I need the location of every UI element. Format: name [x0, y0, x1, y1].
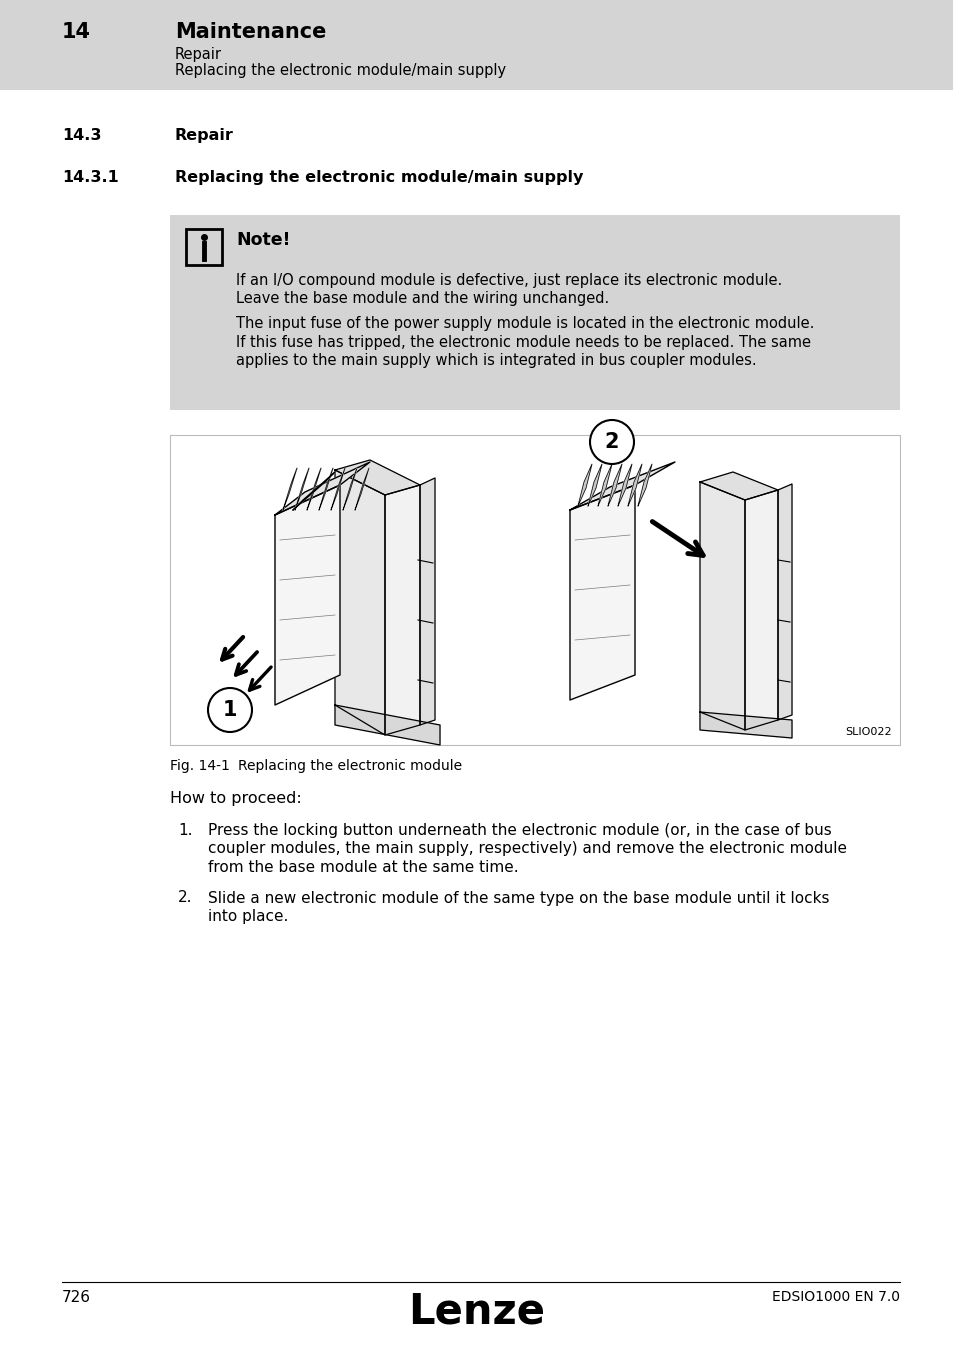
Polygon shape — [598, 464, 612, 506]
Polygon shape — [419, 478, 435, 725]
Polygon shape — [744, 490, 778, 730]
Text: applies to the main supply which is integrated in bus coupler modules.: applies to the main supply which is inte… — [235, 352, 756, 369]
Polygon shape — [578, 464, 592, 506]
Text: 14.3.1: 14.3.1 — [62, 170, 118, 185]
Text: 1.: 1. — [178, 824, 193, 838]
Polygon shape — [293, 472, 335, 510]
Circle shape — [589, 420, 634, 464]
Polygon shape — [335, 460, 419, 495]
Text: 726: 726 — [62, 1291, 91, 1305]
Polygon shape — [618, 464, 631, 506]
Text: Slide a new electronic module of the same type on the base module until it locks: Slide a new electronic module of the sam… — [208, 891, 828, 906]
Polygon shape — [607, 464, 621, 506]
Polygon shape — [343, 468, 356, 510]
Polygon shape — [318, 468, 333, 510]
Polygon shape — [294, 468, 309, 510]
Polygon shape — [283, 468, 296, 510]
Text: 14: 14 — [62, 22, 91, 42]
Text: Repair: Repair — [174, 128, 233, 143]
Polygon shape — [569, 462, 675, 510]
Polygon shape — [587, 464, 601, 506]
Text: Replacing the electronic module/main supply: Replacing the electronic module/main sup… — [174, 170, 583, 185]
Polygon shape — [700, 711, 791, 738]
Bar — [186, 230, 222, 265]
Polygon shape — [385, 485, 419, 734]
Text: Repair: Repair — [174, 47, 222, 62]
Text: Maintenance: Maintenance — [174, 22, 326, 42]
Polygon shape — [274, 462, 370, 514]
Polygon shape — [627, 464, 641, 506]
Text: Fig. 14-1: Fig. 14-1 — [170, 759, 230, 774]
Polygon shape — [335, 705, 439, 745]
Text: The input fuse of the power supply module is located in the electronic module.: The input fuse of the power supply modul… — [235, 316, 814, 331]
Polygon shape — [700, 472, 778, 499]
Text: 2: 2 — [604, 432, 618, 452]
Bar — [170, 435, 899, 745]
Polygon shape — [331, 468, 345, 510]
Text: 1: 1 — [222, 701, 237, 720]
Text: Leave the base module and the wiring unchanged.: Leave the base module and the wiring unc… — [235, 292, 609, 306]
Text: Press the locking button underneath the electronic module (or, in the case of bu: Press the locking button underneath the … — [208, 824, 831, 838]
Polygon shape — [355, 468, 369, 510]
Text: from the base module at the same time.: from the base module at the same time. — [208, 860, 518, 875]
Text: 2.: 2. — [178, 891, 193, 906]
Text: If an I/O compound module is defective, just replace its electronic module.: If an I/O compound module is defective, … — [235, 273, 781, 288]
Text: coupler modules, the main supply, respectively) and remove the electronic module: coupler modules, the main supply, respec… — [208, 841, 846, 856]
Polygon shape — [569, 485, 635, 701]
Bar — [0, 0, 953, 90]
Polygon shape — [307, 468, 320, 510]
Polygon shape — [274, 485, 339, 705]
Circle shape — [208, 688, 252, 732]
Bar — [170, 215, 899, 410]
Text: How to proceed:: How to proceed: — [170, 791, 301, 806]
Text: Lenze: Lenze — [408, 1291, 545, 1332]
Text: Note!: Note! — [235, 231, 290, 248]
Text: If this fuse has tripped, the electronic module needs to be replaced. The same: If this fuse has tripped, the electronic… — [235, 335, 810, 350]
Text: Replacing the electronic module: Replacing the electronic module — [237, 759, 461, 774]
Polygon shape — [778, 485, 791, 720]
Text: SLIO022: SLIO022 — [844, 728, 891, 737]
Polygon shape — [638, 464, 651, 506]
Text: Replacing the electronic module/main supply: Replacing the electronic module/main sup… — [174, 63, 506, 78]
Polygon shape — [335, 470, 385, 734]
Text: into place.: into place. — [208, 909, 288, 923]
Text: 14.3: 14.3 — [62, 128, 101, 143]
Polygon shape — [700, 482, 744, 730]
Text: EDSIO1000 EN 7.0: EDSIO1000 EN 7.0 — [771, 1291, 899, 1304]
